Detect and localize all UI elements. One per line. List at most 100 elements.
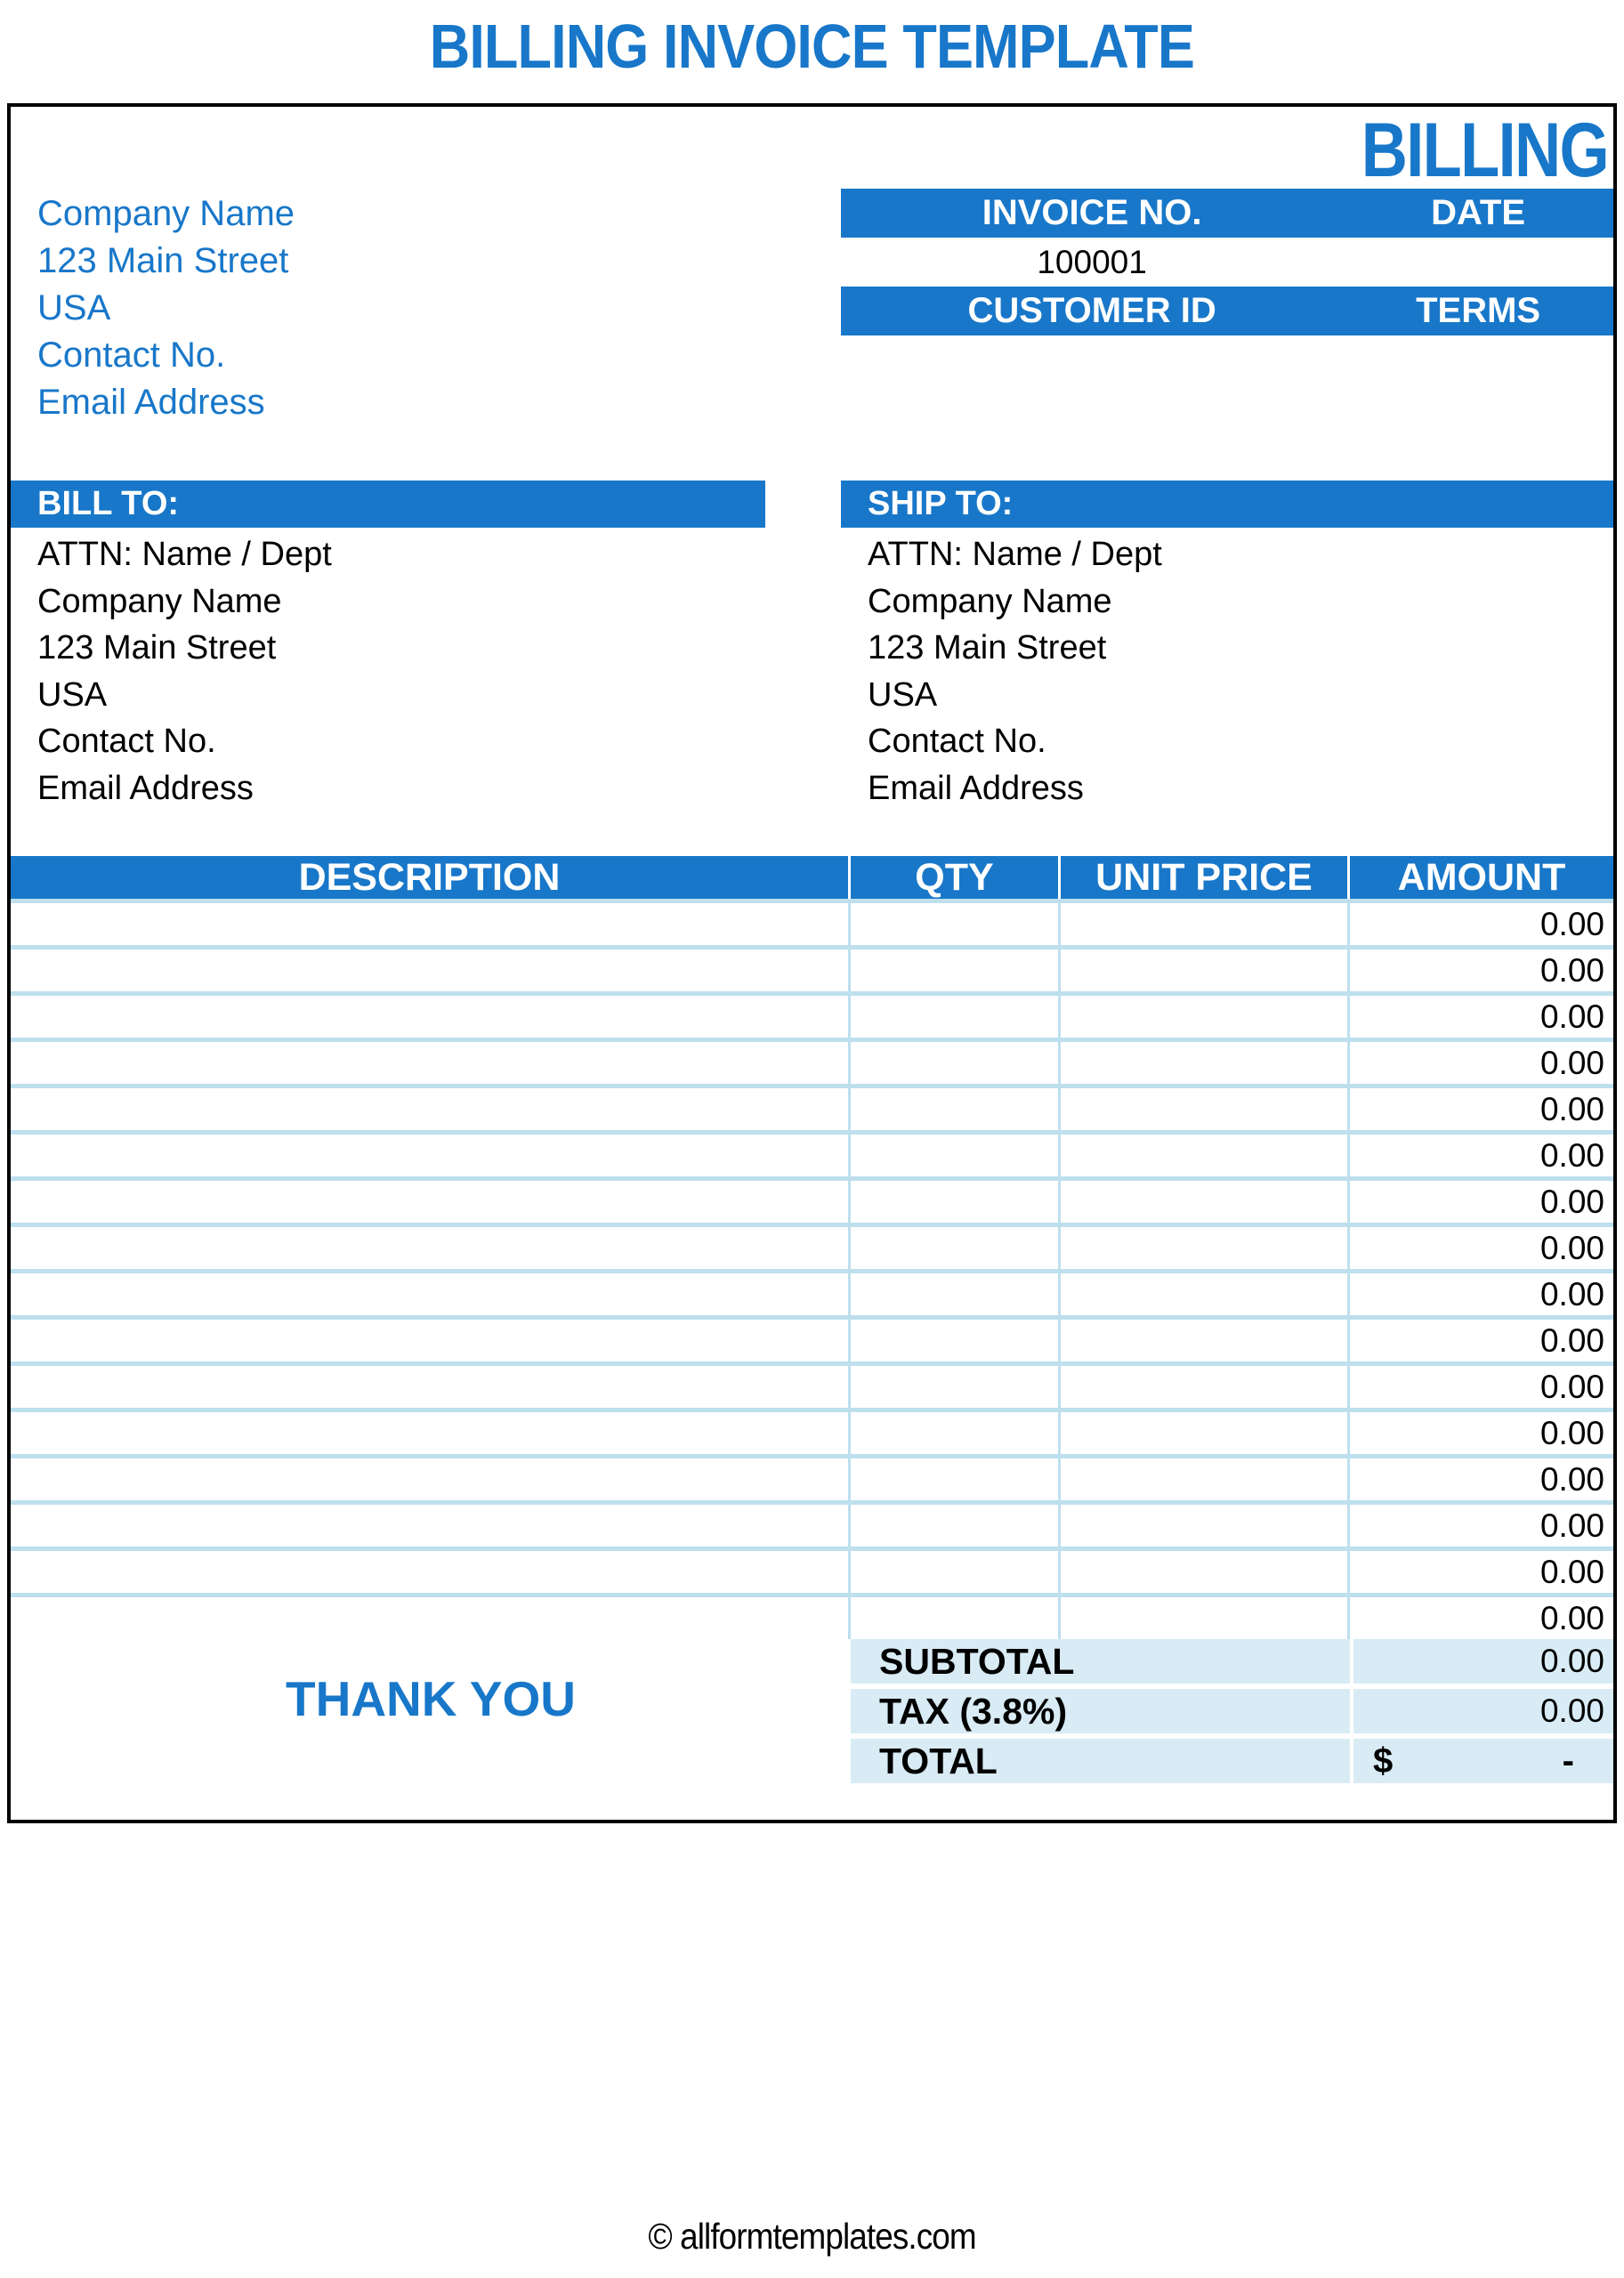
tax-row: TAX (3.8%) 0.00 — [851, 1689, 1613, 1733]
cell-amount: 0.00 — [1539, 1229, 1604, 1266]
ship-to-label: SHIP TO: — [868, 485, 1014, 522]
cell-description — [11, 1273, 851, 1315]
cell-qty — [851, 1273, 1061, 1315]
invoice-no-date-values-row: 100001 — [841, 238, 1613, 287]
billing-heading-text: BILLING — [1361, 108, 1610, 193]
cell-amount: 0.00 — [1539, 1414, 1604, 1451]
subtotal-row: SUBTOTAL 0.00 — [851, 1639, 1613, 1684]
table-row: 0.00 — [11, 1547, 1613, 1593]
ship-to-company: Company Name — [868, 582, 1112, 620]
cell-qty — [851, 1597, 1061, 1639]
total-currency-symbol: $ — [1373, 1741, 1394, 1781]
ship-to-country: USA — [868, 675, 938, 714]
date-header: DATE — [1431, 193, 1526, 232]
page-title: BILLING INVOICE TEMPLATE — [0, 12, 1624, 81]
terms-header: TERMS — [1416, 291, 1541, 330]
cell-description — [11, 1505, 851, 1547]
company-email: Email Address — [37, 383, 265, 422]
table-row: 0.00 — [11, 1130, 1613, 1176]
cell-unit-price — [1061, 903, 1350, 945]
bill-to-company: Company Name — [37, 582, 282, 620]
company-country: USA — [37, 288, 111, 327]
invoice-no-date-header-bar: INVOICE NO. DATE — [841, 189, 1613, 238]
cell-description — [11, 903, 851, 945]
invoice-meta: INVOICE NO. DATE 100001 CUSTOMER ID TERM… — [841, 189, 1613, 384]
cell-unit-price — [1061, 1320, 1350, 1361]
company-info-block: Company Name 123 Main Street USA Contact… — [37, 190, 295, 426]
ship-to-header-bar: SHIP TO: — [841, 481, 1613, 528]
table-row: 0.00 — [11, 1315, 1613, 1361]
cell-qty — [851, 1320, 1061, 1361]
cell-description — [11, 1227, 851, 1269]
table-row: 0.00 — [11, 1500, 1613, 1547]
tax-label: TAX (3.8%) — [879, 1690, 1068, 1732]
bill-to-header-bar: BILL TO: — [11, 481, 765, 528]
cell-unit-price — [1061, 1135, 1350, 1176]
cell-unit-price — [1061, 1227, 1350, 1269]
bill-to-street: 123 Main Street — [37, 629, 277, 666]
cell-unit-price — [1061, 1412, 1350, 1454]
subtotal-label: SUBTOTAL — [879, 1640, 1075, 1682]
cell-description — [11, 949, 851, 991]
company-street: 123 Main Street — [37, 241, 289, 280]
total-value-cell: $ - — [1350, 1739, 1613, 1783]
qty-column-header: QTY — [851, 856, 1061, 899]
footer-credit-text: © allformtemplates.com — [648, 2216, 976, 2257]
cell-description — [11, 1597, 851, 1639]
cell-description — [11, 1320, 851, 1361]
bill-to-label: BILL TO: — [37, 485, 180, 522]
amount-column-header: AMOUNT — [1397, 855, 1566, 899]
cell-description — [11, 1412, 851, 1454]
items-table-header: DESCRIPTION QTY UNIT PRICE AMOUNT — [11, 856, 1613, 899]
cell-qty — [851, 1366, 1061, 1408]
subtotal-value: 0.00 — [1350, 1639, 1613, 1684]
description-column-header: DESCRIPTION — [11, 856, 851, 899]
table-row: 0.00 — [11, 1593, 1613, 1639]
cell-unit-price — [1061, 1088, 1350, 1130]
cell-unit-price — [1061, 1042, 1350, 1084]
table-row: 0.00 — [11, 1176, 1613, 1223]
cell-qty — [851, 949, 1061, 991]
bill-to-contact: Contact No. — [37, 723, 216, 760]
thank-you-note: THANK YOU — [286, 1671, 576, 1726]
ship-to-contact: Contact No. — [868, 723, 1046, 760]
unit-price-column-header: UNIT PRICE — [1061, 856, 1350, 899]
billing-heading: BILLING — [1314, 108, 1610, 193]
cell-amount: 0.00 — [1539, 1599, 1604, 1636]
table-row: 0.00 — [11, 899, 1613, 945]
company-name: Company Name — [37, 194, 295, 233]
total-label: TOTAL — [879, 1740, 998, 1781]
cell-unit-price — [1061, 1366, 1350, 1408]
items-table: DESCRIPTION QTY UNIT PRICE AMOUNT 0.00 0… — [11, 856, 1613, 1639]
cell-amount: 0.00 — [1539, 1275, 1604, 1313]
table-row: 0.00 — [11, 1084, 1613, 1130]
company-contact: Contact No. — [37, 335, 226, 375]
invoice-no-header: INVOICE NO. — [982, 193, 1202, 232]
cell-qty — [851, 1227, 1061, 1269]
cell-qty — [851, 1088, 1061, 1130]
cell-amount: 0.00 — [1539, 998, 1604, 1035]
cell-qty — [851, 1458, 1061, 1500]
cell-amount: 0.00 — [1539, 1460, 1604, 1498]
invoice-sheet: BILLING Company Name 123 Main Street USA… — [7, 103, 1617, 1823]
page-title-text: BILLING INVOICE TEMPLATE — [429, 12, 1195, 81]
ship-to-attn: ATTN: Name / Dept — [868, 536, 1162, 573]
cell-description — [11, 1366, 851, 1408]
table-row: 0.00 — [11, 1408, 1613, 1454]
cell-unit-price — [1061, 1505, 1350, 1547]
cell-unit-price — [1061, 1458, 1350, 1500]
ship-to-street: 123 Main Street — [868, 629, 1107, 666]
cell-unit-price — [1061, 1181, 1350, 1223]
table-row: 0.00 — [11, 945, 1613, 991]
cell-unit-price — [1061, 1273, 1350, 1315]
cell-amount: 0.00 — [1539, 1368, 1604, 1405]
cell-qty — [851, 1042, 1061, 1084]
cell-qty — [851, 1135, 1061, 1176]
cell-qty — [851, 996, 1061, 1038]
cell-description — [11, 1458, 851, 1500]
customer-id-header: CUSTOMER ID — [967, 291, 1216, 330]
bill-to-country: USA — [37, 675, 108, 714]
cell-amount: 0.00 — [1539, 1090, 1604, 1127]
cell-qty — [851, 1412, 1061, 1454]
